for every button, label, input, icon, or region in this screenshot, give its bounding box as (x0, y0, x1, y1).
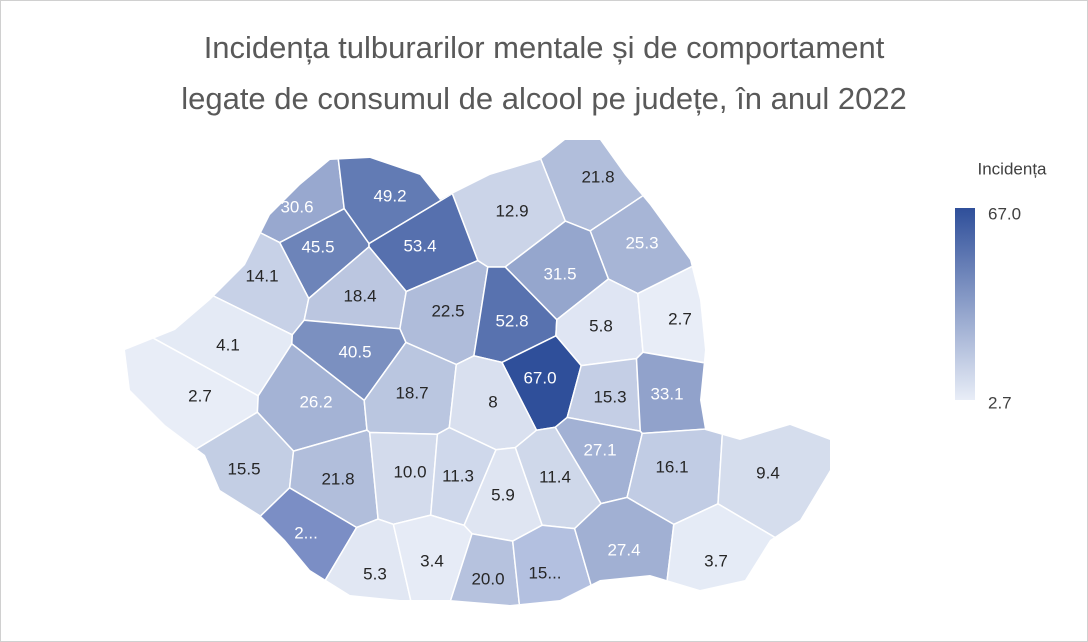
county-label: 11.3 (442, 466, 474, 485)
county-label: 25.3 (625, 233, 658, 252)
county-label: 30.6 (280, 197, 313, 216)
county-label: 8 (488, 392, 497, 411)
county-label: 18.4 (343, 286, 376, 305)
county-label: 22.5 (431, 301, 464, 320)
county-label: 21.8 (581, 167, 614, 186)
county-label: 26.2 (299, 392, 332, 411)
county-label: 10.0 (393, 462, 426, 481)
legend-max: 67.0 (988, 204, 1021, 223)
county-label: 3.7 (704, 551, 728, 570)
county-label: 49.2 (373, 186, 406, 205)
county-label: 2.7 (188, 386, 212, 405)
county-label: 2... (294, 523, 318, 542)
county-label: 40.5 (338, 342, 371, 361)
county-label: 15... (528, 563, 561, 582)
county-label: 52.8 (495, 311, 528, 330)
county-label: 20.0 (471, 569, 504, 588)
county-label: 5.9 (491, 485, 515, 504)
county-label: 9.4 (756, 463, 780, 482)
county-label: 11.4 (539, 467, 571, 486)
county-label: 33.1 (650, 384, 683, 403)
legend-gradient (955, 208, 975, 400)
title-line: Incidența tulburarilor mentale și de com… (204, 30, 885, 65)
legend-min: 2.7 (988, 393, 1012, 412)
county-label: 3.4 (420, 551, 444, 570)
county-label: 27.4 (607, 540, 640, 559)
county-label: 4.1 (216, 335, 240, 354)
county-label: 16.1 (655, 457, 688, 476)
county-label: 18.7 (395, 383, 428, 402)
county-label: 2.7 (668, 309, 692, 328)
region-labels: 30.6 49.2 21.8 12.9 45.5 53.4 25.3 14.1 18.4 31.5… (188, 167, 780, 588)
county-label: 31.5 (543, 264, 576, 283)
county-label: 15.5 (227, 459, 260, 478)
county-label: 21.8 (321, 469, 354, 488)
county-label: 15.3 (593, 387, 626, 406)
title-line: legate de consumul de alcool pe județe, … (181, 81, 907, 116)
county-label: 12.9 (495, 201, 528, 220)
legend-title: Incidența (978, 159, 1048, 178)
county-label: 5.3 (363, 564, 387, 583)
county-label: 14.1 (245, 266, 278, 285)
county-label: 5.8 (589, 316, 613, 335)
county-label: 53.4 (403, 236, 436, 255)
county-label: 67.0 (523, 368, 556, 387)
county-label: 27.1 (583, 440, 616, 459)
county-label: 45.5 (301, 237, 334, 256)
